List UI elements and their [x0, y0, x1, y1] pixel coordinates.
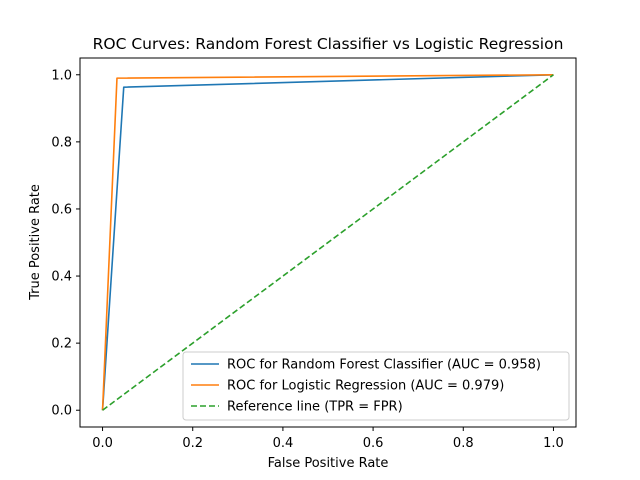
y-tick-label: 1.0: [51, 68, 72, 83]
x-tick-label: 0.2: [182, 436, 203, 451]
legend-label: ROC for Random Forest Classifier (AUC = …: [227, 358, 541, 373]
legend-entry-roc-for-logistic-regression-auc-0-979: ROC for Logistic Regression (AUC = 0.979…: [191, 379, 504, 394]
plot-frame: [79, 57, 577, 428]
y-axis-label: True Positive Rate: [28, 184, 43, 301]
x-axis-label: False Positive Rate: [268, 456, 389, 471]
series-line-2: [102, 74, 554, 411]
x-tick-label: 0.4: [273, 436, 294, 451]
series-line-1: [101, 73, 554, 411]
chart-title: ROC Curves: Random Forest Classifier vs …: [93, 35, 564, 53]
x-axis-ticks: 0.0 0.2 0.4 0.6 0.8 1.0: [92, 427, 564, 451]
y-tick-label: 0.0: [51, 404, 72, 419]
series-line-0: [101, 73, 554, 411]
legend-entry-roc-for-random-forest-classifier-auc-0-9: ROC for Random Forest Classifier (AUC = …: [191, 358, 541, 373]
y-tick-label: 0.4: [51, 270, 72, 285]
y-tick-label: 0.6: [51, 202, 72, 217]
legend: ROC for Random Forest Classifier (AUC = …: [182, 351, 570, 421]
x-tick-label: 0.6: [363, 436, 384, 451]
legend-label: Reference line (TPR = FPR): [227, 400, 403, 415]
x-tick-label: 0.0: [92, 436, 113, 451]
legend-items: ROC for Random Forest Classifier (AUC = …: [191, 358, 541, 415]
legend-box: [182, 351, 570, 421]
y-tick-label: 0.2: [51, 337, 72, 352]
legend-entry-reference-line-tpr-fpr: Reference line (TPR = FPR): [191, 400, 403, 415]
y-axis-ticks: 0.0 0.2 0.4 0.6 0.8 1.0: [51, 68, 80, 419]
series-layer: [101, 73, 554, 411]
y-tick-label: 0.8: [51, 135, 72, 150]
x-tick-label: 1.0: [543, 436, 564, 451]
x-tick-label: 0.8: [453, 436, 474, 451]
legend-label: ROC for Logistic Regression (AUC = 0.979…: [227, 379, 504, 394]
